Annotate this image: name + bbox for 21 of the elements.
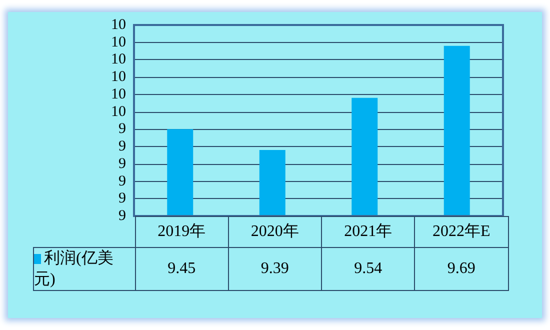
legend-label: 利润(亿美元): [34, 250, 114, 288]
data-label: 9.54: [322, 247, 415, 290]
y-tick-label: 9: [118, 208, 126, 224]
data-label: 9.45: [135, 247, 228, 290]
y-tick-label: 10: [111, 86, 126, 102]
y-tick-label: 9: [118, 190, 126, 207]
x-tick-label: 2022年E: [414, 216, 508, 247]
x-tick-label: 2021年: [322, 216, 415, 247]
y-tick-label: 9: [118, 156, 126, 172]
y-tick-label: 10: [111, 17, 126, 33]
data-label: 9.39: [228, 247, 322, 290]
y-tick-label: 10: [111, 69, 126, 86]
y-tick-label: 10: [111, 52, 126, 68]
y-tick-label: 10: [111, 34, 126, 50]
y-tick-label: 9: [118, 121, 126, 138]
y-tick-label: 9: [118, 138, 126, 155]
y-tick-label: 9: [118, 173, 126, 190]
x-tick-label: 2019年: [135, 216, 228, 247]
y-tick-label: 10: [111, 104, 126, 120]
data-label: 9.69: [414, 247, 508, 290]
x-tick-label: 2020年: [228, 216, 322, 247]
